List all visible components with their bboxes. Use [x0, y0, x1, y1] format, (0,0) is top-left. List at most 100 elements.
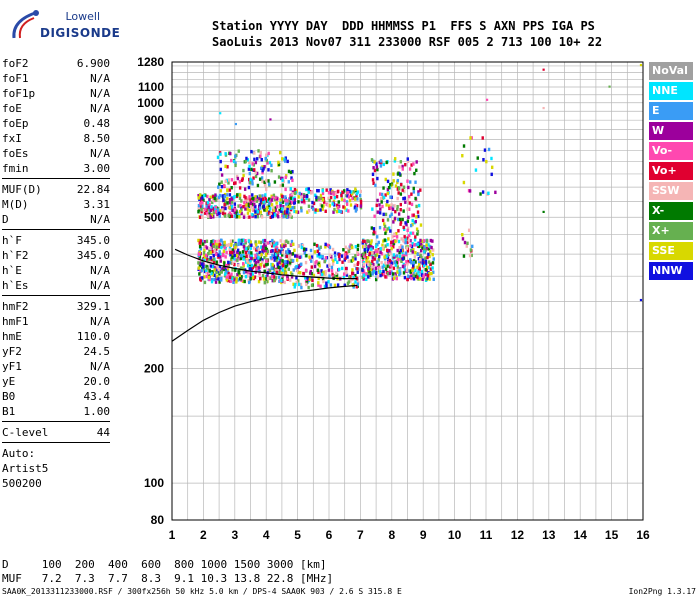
- echo-point: [417, 190, 420, 194]
- echo-point: [336, 283, 340, 287]
- echo-point: [300, 285, 303, 290]
- echo-point: [227, 262, 230, 267]
- echo-point: [377, 255, 381, 259]
- param-row: h`F 345.0: [2, 233, 110, 248]
- echo-point: [401, 164, 404, 169]
- echo-point: [354, 254, 357, 258]
- echo-point: [384, 275, 387, 279]
- echo-point: [231, 268, 234, 272]
- echo-point: [388, 251, 392, 255]
- echo-point: [218, 239, 221, 244]
- echo-point: [270, 163, 273, 168]
- echo-point: [309, 257, 312, 261]
- echo-point: [429, 262, 432, 267]
- echo-point: [219, 189, 223, 193]
- echo-point: [229, 253, 232, 257]
- echo-point: [261, 194, 264, 198]
- param-row: yE 20.0: [2, 374, 110, 389]
- echo-point: [262, 239, 265, 244]
- echo-point: [365, 259, 368, 263]
- echo-point: [410, 192, 413, 196]
- echo-point: [432, 270, 435, 274]
- echo-point: [246, 246, 250, 250]
- echo-point: [406, 226, 410, 231]
- echo-point: [390, 261, 394, 266]
- echo-point: [406, 240, 409, 244]
- echo-point-isolated: [639, 298, 643, 302]
- echo-point: [283, 266, 287, 271]
- echo-point: [343, 206, 347, 210]
- echo-point: [423, 246, 426, 251]
- echo-point: [366, 265, 369, 269]
- echo-point: [279, 184, 282, 188]
- echo-point: [319, 193, 323, 198]
- echo-point: [249, 205, 253, 209]
- echo-point: [212, 244, 215, 249]
- echo-point: [226, 201, 229, 205]
- echo-point: [295, 258, 299, 262]
- echo-point: [315, 243, 319, 248]
- echo-point: [257, 256, 260, 260]
- echo-point: [306, 276, 309, 280]
- echo-point: [413, 243, 416, 247]
- echo-point: [397, 212, 401, 216]
- echo-point: [267, 269, 270, 273]
- echo-point: [204, 253, 208, 258]
- echo-point: [352, 190, 356, 194]
- echo-point: [384, 267, 388, 272]
- y-tick-label: 400: [144, 247, 164, 261]
- echo-point: [417, 263, 421, 267]
- echo-point: [221, 253, 225, 258]
- echo-point: [371, 272, 374, 276]
- param-value: 1.00: [83, 405, 111, 418]
- echo-point: [235, 214, 239, 219]
- echo-point: [422, 274, 425, 278]
- echo-point: [266, 161, 269, 165]
- echo-point: [263, 183, 267, 187]
- echo-point: [386, 256, 390, 260]
- echo-point: [271, 249, 274, 253]
- echo-point: [412, 271, 415, 275]
- echo-point: [409, 238, 412, 243]
- param-label: M(D): [2, 198, 29, 211]
- station-header: Station YYYY DAY DDD HHMMSS P1 FFS S AXN…: [212, 18, 602, 50]
- echo-point: [204, 211, 207, 215]
- echo-point: [273, 180, 277, 184]
- echo-point: [372, 230, 376, 234]
- echo-point: [256, 263, 260, 267]
- echo-point: [247, 245, 251, 249]
- echo-point: [376, 260, 379, 264]
- echo-point: [415, 204, 418, 209]
- echo-point: [263, 165, 266, 169]
- echo-point: [344, 245, 347, 249]
- echo-point: [258, 197, 261, 201]
- echo-point: [348, 198, 352, 203]
- echo-point: [317, 276, 320, 281]
- echo-point: [224, 199, 227, 203]
- echo-point: [270, 266, 273, 270]
- echo-point: [279, 265, 282, 270]
- echo-point: [393, 232, 396, 236]
- echo-point: [217, 195, 221, 200]
- echo-point: [340, 197, 344, 201]
- echo-point: [402, 227, 406, 231]
- echo-point: [391, 204, 395, 208]
- echo-point: [248, 215, 251, 219]
- echo-point: [198, 261, 201, 265]
- echo-point: [276, 250, 279, 255]
- echo-point: [271, 278, 274, 283]
- echo-point: [371, 178, 375, 182]
- echo-point: [395, 276, 399, 281]
- echo-point: [318, 264, 321, 268]
- echo-point: [317, 196, 320, 200]
- autoscaling-info: 500200: [2, 477, 42, 490]
- echo-point: [425, 239, 429, 243]
- logo-emblem-icon: [12, 10, 39, 39]
- echo-point: [247, 202, 251, 206]
- echo-point: [341, 190, 344, 195]
- echo-point: [265, 178, 268, 183]
- echo-point: [373, 160, 376, 164]
- echo-point: [388, 206, 391, 211]
- echo-point: [300, 195, 303, 199]
- echo-point: [416, 229, 420, 234]
